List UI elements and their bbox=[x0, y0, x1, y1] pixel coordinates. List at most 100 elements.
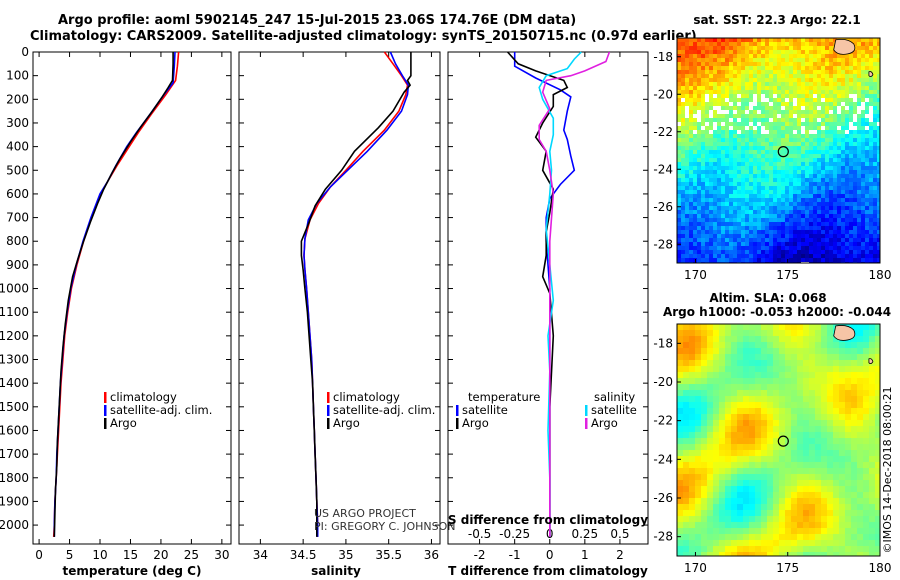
map-cell bbox=[877, 122, 880, 126]
map-cell bbox=[825, 218, 829, 222]
map-cell bbox=[701, 54, 705, 58]
map-cell bbox=[729, 46, 733, 50]
map-cell bbox=[829, 54, 833, 58]
map-cell bbox=[725, 414, 731, 420]
map-cell bbox=[817, 142, 821, 146]
map-cell bbox=[689, 230, 693, 234]
map-cell bbox=[721, 258, 725, 262]
map-cell bbox=[797, 378, 803, 384]
map-cell bbox=[737, 372, 743, 378]
map-cell bbox=[845, 390, 851, 396]
map-cell bbox=[721, 114, 725, 118]
map-cell bbox=[755, 552, 761, 556]
map-cell bbox=[769, 142, 773, 146]
map-cell bbox=[697, 254, 701, 258]
map-cell bbox=[789, 142, 793, 146]
map-cell bbox=[765, 190, 769, 194]
map-cell bbox=[825, 42, 829, 46]
map-cell bbox=[809, 432, 815, 438]
map-cell bbox=[829, 46, 833, 50]
map-cell bbox=[813, 110, 817, 114]
map-cell bbox=[695, 480, 701, 486]
map-cell bbox=[789, 110, 793, 114]
map-cell bbox=[689, 390, 695, 396]
map-cell bbox=[803, 456, 809, 462]
map-cell bbox=[869, 528, 875, 534]
map-cell bbox=[851, 324, 857, 330]
map-cell bbox=[681, 38, 685, 42]
map-cell bbox=[773, 414, 779, 420]
map-cell bbox=[789, 190, 793, 194]
map-cell bbox=[713, 522, 719, 528]
map-cell bbox=[773, 250, 777, 254]
map-cell bbox=[709, 250, 713, 254]
map-cell bbox=[849, 234, 853, 238]
map-cell bbox=[785, 174, 789, 178]
map-cell bbox=[857, 202, 861, 206]
map-cell bbox=[685, 218, 689, 222]
map-cell bbox=[767, 552, 773, 556]
map-cell bbox=[713, 504, 719, 510]
map-cell bbox=[685, 130, 689, 134]
map-cell bbox=[851, 390, 857, 396]
map-cell bbox=[749, 438, 755, 444]
map-cell bbox=[797, 182, 801, 186]
map-cell bbox=[693, 174, 697, 178]
map-cell bbox=[683, 420, 689, 426]
map-cell bbox=[837, 222, 841, 226]
map-cell bbox=[821, 222, 825, 226]
map-cell bbox=[809, 186, 813, 190]
map-cell bbox=[717, 114, 721, 118]
map-cell bbox=[757, 154, 761, 158]
map-cell bbox=[761, 456, 767, 462]
map-cell bbox=[695, 426, 701, 432]
map-cell bbox=[713, 214, 717, 218]
map-cell bbox=[697, 106, 701, 110]
map-cell bbox=[761, 50, 765, 54]
map-cell bbox=[833, 78, 837, 82]
map-cell bbox=[829, 82, 833, 86]
map-cell bbox=[827, 354, 833, 360]
map-cell bbox=[689, 468, 695, 474]
map-cell bbox=[797, 408, 803, 414]
map-cell bbox=[837, 254, 841, 258]
map-cell bbox=[845, 174, 849, 178]
map-cell bbox=[797, 522, 803, 528]
map-cell bbox=[681, 238, 685, 242]
legend-label: Argo bbox=[110, 416, 137, 430]
map-cell bbox=[853, 250, 857, 254]
map-cell bbox=[773, 534, 779, 540]
map-cell bbox=[743, 546, 749, 552]
map-cell bbox=[815, 384, 821, 390]
map-cell bbox=[849, 214, 853, 218]
map-cell bbox=[713, 146, 717, 150]
x-tick-label: 25 bbox=[184, 548, 199, 562]
map-cell bbox=[755, 378, 761, 384]
map-cell bbox=[801, 58, 805, 62]
map-cell bbox=[705, 126, 709, 130]
map-cell bbox=[853, 238, 857, 242]
map-cell bbox=[797, 414, 803, 420]
map-cell bbox=[809, 246, 813, 250]
map-cell bbox=[877, 130, 880, 134]
map-cell bbox=[869, 174, 873, 178]
map-cell bbox=[713, 390, 719, 396]
map-cell bbox=[857, 154, 861, 158]
map-cell bbox=[815, 396, 821, 402]
map-cell bbox=[877, 90, 880, 94]
map-cell bbox=[789, 174, 793, 178]
map-cell bbox=[809, 58, 813, 62]
map-cell bbox=[873, 122, 877, 126]
map-cell bbox=[781, 118, 785, 122]
map-cell bbox=[753, 138, 757, 142]
map-cell bbox=[829, 146, 833, 150]
map-cell bbox=[693, 158, 697, 162]
map-cell bbox=[685, 250, 689, 254]
map-cell bbox=[685, 102, 689, 106]
map-cell bbox=[805, 42, 809, 46]
map-cell bbox=[731, 366, 737, 372]
map-cell bbox=[845, 242, 849, 246]
map-cell bbox=[725, 528, 731, 534]
map-cell bbox=[821, 390, 827, 396]
map-cell bbox=[837, 110, 841, 114]
